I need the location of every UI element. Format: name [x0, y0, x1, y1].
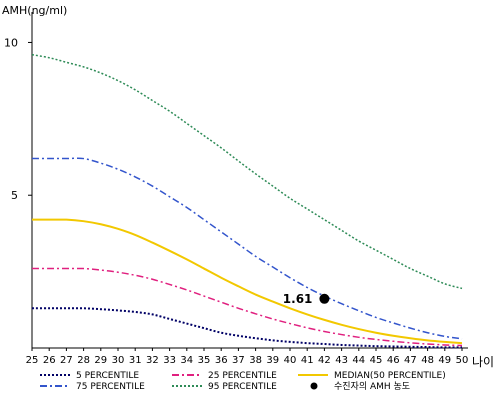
x-tick-label: 33 [163, 355, 176, 366]
marker-layer: 1.61 [283, 292, 330, 306]
x-tick-label: 37 [232, 355, 245, 366]
x-tick-label: 30 [112, 355, 125, 366]
y-tick-label: 5 [11, 189, 18, 202]
legend-item: 25 PERCENTILE [172, 371, 277, 381]
series-line-95-percentile [31, 53, 463, 290]
legend-label: 95 PERCENTILE [208, 382, 277, 392]
legend-item: 75 PERCENTILE [40, 382, 145, 392]
legend-item: MEDIAN(50 PERCENTILE) [298, 371, 446, 381]
x-tick-label: 25 [26, 355, 39, 366]
x-tick-label: 46 [387, 355, 400, 366]
x-tick-label: 29 [94, 355, 107, 366]
series-line-median-50-percentile [32, 218, 463, 345]
legend-label: 수진자의 AMH 농도 [334, 381, 410, 392]
legend-label: 75 PERCENTILE [76, 382, 145, 392]
x-tick-label: 41 [301, 355, 314, 366]
series-layer [31, 53, 463, 349]
x-tick-label: 26 [43, 355, 56, 366]
x-tick-label: 48 [421, 355, 434, 366]
x-tick-label: 49 [438, 355, 451, 366]
x-tick-label: 39 [266, 355, 279, 366]
patient-amh-value-label: 1.61 [283, 292, 313, 306]
y-tick-label: 10 [4, 36, 18, 49]
legend-item: 수진자의 AMH 농도 [310, 381, 410, 392]
x-tick-label: 44 [352, 355, 365, 366]
legend-item: 5 PERCENTILE [40, 371, 139, 381]
x-tick-label: 31 [129, 355, 142, 366]
x-tick-label: 36 [215, 355, 228, 366]
x-tick-label: 45 [370, 355, 383, 366]
legend-label: 5 PERCENTILE [76, 371, 139, 381]
x-tick-label: 28 [77, 355, 90, 366]
x-tick-label: 42 [318, 355, 331, 366]
x-tick-label: 35 [198, 355, 211, 366]
x-tick-label: 47 [404, 355, 417, 366]
x-tick-label: 27 [60, 355, 73, 366]
x-tick-label: 50 [456, 355, 469, 366]
axes: 5 10 25 26 27 28 29 30 31 32 33 34 35 36 37 38 39 40 41 42 4… [4, 12, 468, 366]
series-line-75-percentile [32, 157, 463, 340]
legend-label: 25 PERCENTILE [208, 371, 277, 381]
x-tick-label: 40 [284, 355, 297, 366]
legend-item: 95 PERCENTILE [172, 382, 277, 392]
legend: 5 PERCENTILE 25 PERCENTILE MEDIAN(50 PERCE… [40, 371, 446, 392]
x-tick-label: 32 [146, 355, 159, 366]
series-line-25-percentile [32, 267, 463, 347]
x-axis-title: 나이 [472, 355, 494, 369]
legend-swatch-marker [310, 382, 318, 390]
x-tick-label: 38 [249, 355, 262, 366]
patient-amh-marker [319, 293, 330, 304]
legend-label: MEDIAN(50 PERCENTILE) [334, 371, 446, 381]
x-tick-label: 34 [180, 355, 193, 366]
y-axis-title: AMH(ng/ml) [2, 4, 67, 17]
x-tick-label: 43 [335, 355, 348, 366]
